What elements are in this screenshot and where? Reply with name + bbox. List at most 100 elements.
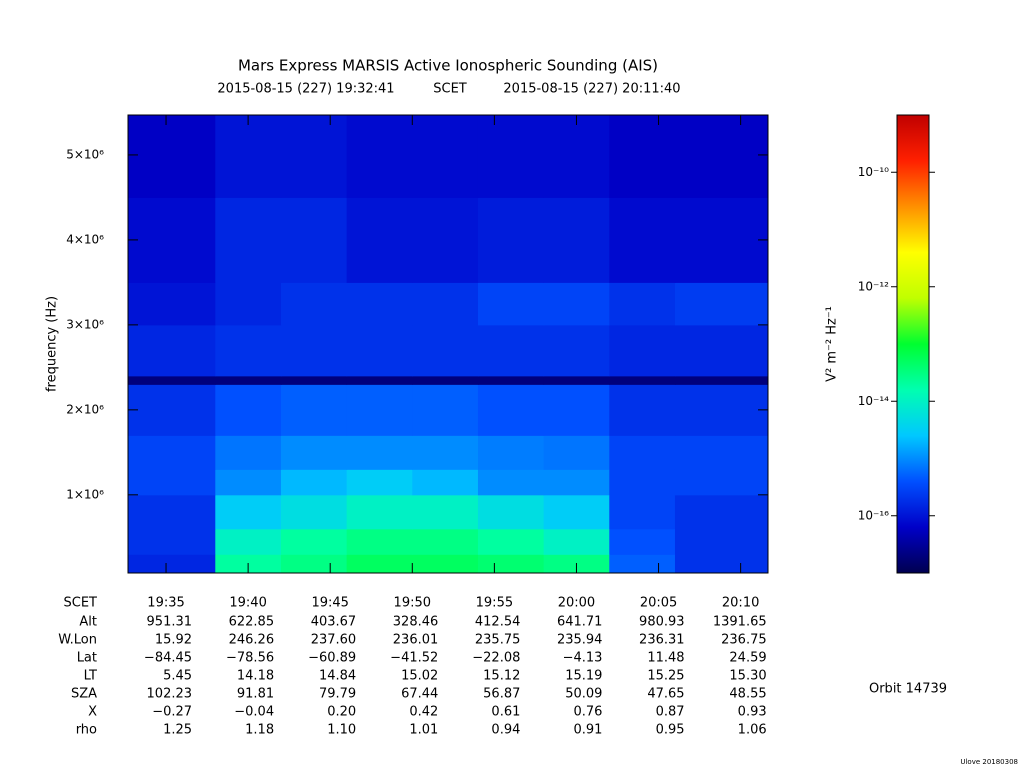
spectrogram-cell — [128, 375, 216, 385]
table-cell: 1.06 — [738, 723, 767, 738]
table-row-label: W.Lon — [58, 633, 97, 648]
spectrogram-cell — [543, 469, 610, 496]
table-cell: 14.84 — [319, 669, 356, 684]
table-cell: 236.01 — [393, 633, 439, 648]
spectrogram-cell — [609, 115, 676, 198]
spectrogram-cell — [674, 435, 769, 470]
table-cell: 91.81 — [237, 687, 274, 702]
table-cell: 79.79 — [319, 687, 356, 702]
table-cell: 235.94 — [557, 633, 603, 648]
spectrogram-cell — [543, 494, 610, 530]
spectrogram-cell — [280, 494, 348, 530]
spectrogram-cell — [412, 384, 479, 436]
table-cell: 0.87 — [656, 705, 685, 720]
table-cell: 0.76 — [574, 705, 603, 720]
table-cell: 641.71 — [557, 615, 603, 630]
spectrogram-cell — [128, 554, 216, 574]
spectrogram-cell — [346, 282, 413, 326]
table-cell: 102.23 — [147, 687, 193, 702]
y-tick-label: 5×10⁶ — [66, 147, 104, 161]
table-cell: 47.65 — [647, 687, 684, 702]
subtitle-mid: SCET — [433, 82, 467, 97]
spectrogram-cell — [412, 469, 479, 496]
spectrogram-cell — [543, 282, 610, 326]
table-cell: 0.94 — [491, 723, 520, 738]
table-cell: 1391.65 — [713, 615, 767, 630]
x-tick-label: 20:00 — [558, 596, 595, 611]
table-cell: 0.91 — [574, 723, 603, 738]
spectrogram-cell — [128, 384, 216, 436]
table-cell: 48.55 — [729, 687, 766, 702]
spectrogram-cell — [609, 324, 676, 377]
table-cell: 622.85 — [229, 615, 275, 630]
table-row-label: X — [88, 705, 97, 720]
table-cell: 0.95 — [656, 723, 685, 738]
x-tick-label: 19:45 — [311, 596, 348, 611]
spectrogram-cell — [477, 528, 545, 555]
colorbar-label: V² m⁻² Hz⁻¹ — [825, 306, 840, 382]
table-cell: 1.25 — [163, 723, 192, 738]
spectrogram-cell — [346, 528, 413, 555]
spectrogram-cell — [128, 528, 216, 555]
x-axis-label: SCET — [64, 596, 98, 611]
table-row-label: Alt — [79, 615, 97, 630]
table-cell: 5.45 — [163, 669, 192, 684]
table-cell: 246.26 — [229, 633, 275, 648]
spectrogram-cell — [674, 324, 769, 377]
spectrogram-cell — [477, 115, 545, 198]
spectrogram-cell — [128, 435, 216, 470]
table-row-label: LT — [84, 669, 97, 684]
spectrogram-cell — [128, 469, 216, 496]
y-tick-label: 3×10⁶ — [66, 317, 104, 331]
spectrogram-cell — [346, 115, 413, 198]
footer: Ulove 20180308 — [960, 758, 1018, 766]
spectrogram-cell — [280, 384, 348, 436]
spectrogram-cell — [477, 384, 545, 436]
spectrogram-cell — [543, 197, 610, 283]
spectrogram-cell — [477, 282, 545, 326]
spectrogram-cell — [609, 494, 676, 530]
table-cell: −22.08 — [472, 651, 520, 666]
table-cell: 236.31 — [639, 633, 685, 648]
table-cell: 56.87 — [483, 687, 520, 702]
table-cell: 412.54 — [475, 615, 521, 630]
spectrogram-cell — [346, 375, 413, 385]
spectrogram-cell — [477, 554, 545, 574]
spectrogram-cell — [412, 375, 479, 385]
table-cell: 237.60 — [311, 633, 357, 648]
table-cell: 235.75 — [475, 633, 521, 648]
x-tick-label: 19:40 — [229, 596, 266, 611]
plot-frame — [127, 114, 769, 574]
table-cell: 0.93 — [738, 705, 767, 720]
spectrogram-cell — [477, 469, 545, 496]
table-cell: 1.10 — [327, 723, 356, 738]
table-cell: 50.09 — [565, 687, 602, 702]
chart-title: Mars Express MARSIS Active Ionospheric S… — [238, 57, 658, 75]
spectrogram-cell — [674, 375, 769, 385]
subtitle-start: 2015-08-15 (227) 19:32:41 — [217, 82, 394, 97]
spectrogram-cell — [543, 375, 610, 385]
table-cell: 328.46 — [393, 615, 439, 630]
spectrogram-cell — [674, 197, 769, 283]
table-cell: 67.44 — [401, 687, 438, 702]
table-cell: 1.01 — [409, 723, 438, 738]
orbit-label: Orbit 14739 — [869, 682, 947, 697]
spectrogram-cell — [609, 554, 676, 574]
spectrogram-cell — [674, 469, 769, 496]
spectrogram-cell — [477, 494, 545, 530]
spectrogram-cell — [412, 282, 479, 326]
spectrogram-cell — [346, 469, 413, 496]
spectrogram-cell — [215, 384, 282, 436]
table-cell: 980.93 — [639, 615, 685, 630]
spectrogram-cell — [280, 115, 348, 198]
table-cell: 11.48 — [647, 651, 684, 666]
table-cell: 14.18 — [237, 669, 274, 684]
table-cell: 24.59 — [729, 651, 766, 666]
table-row-label: rho — [76, 723, 97, 738]
spectrogram-cell — [609, 528, 676, 555]
table-cell: 0.20 — [327, 705, 356, 720]
spectrogram-cell — [412, 197, 479, 283]
spectrogram-cell — [412, 554, 479, 574]
